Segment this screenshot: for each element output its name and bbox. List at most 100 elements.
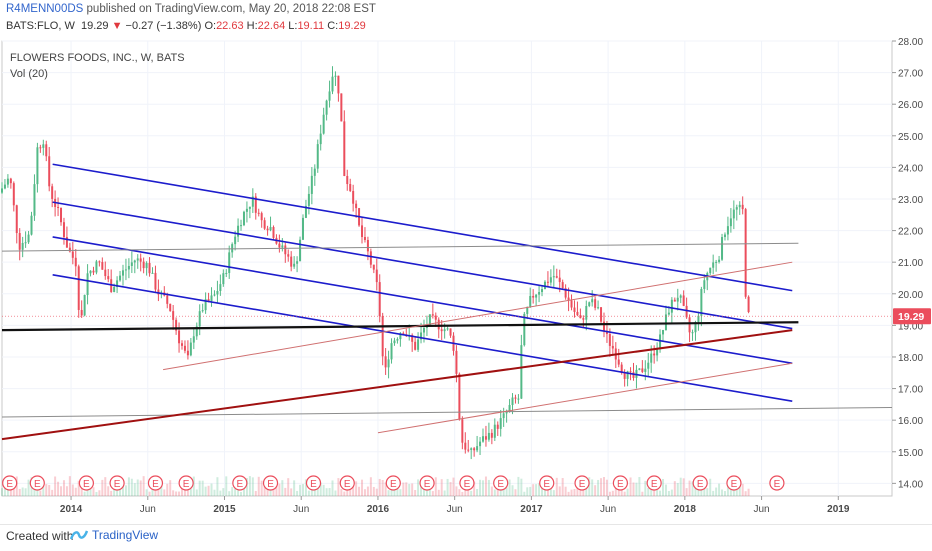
volume-bar (290, 488, 293, 496)
candle-body (237, 225, 240, 237)
earnings-marker[interactable] (726, 475, 742, 491)
candle-body (585, 305, 588, 320)
candle-body (57, 206, 60, 208)
earnings-marker[interactable] (493, 475, 509, 491)
volume-bar (71, 484, 74, 496)
x-tick-label: 2017 (520, 504, 543, 515)
volume-bar (39, 490, 42, 496)
earnings-marker[interactable] (646, 475, 662, 491)
earnings-marker[interactable] (419, 475, 435, 491)
volume-bar (325, 488, 328, 496)
candle-body (541, 289, 544, 293)
candle-body (142, 261, 145, 269)
earnings-marker[interactable] (109, 475, 125, 491)
candle-body (181, 343, 184, 346)
earnings-marker[interactable] (574, 475, 590, 491)
candle-body (331, 76, 334, 92)
x-tick-label: 2014 (60, 504, 83, 515)
volume-bar (334, 490, 337, 496)
earnings-marker[interactable] (178, 475, 194, 491)
volume-bar (396, 484, 399, 496)
candle-body (45, 144, 48, 157)
earnings-marker[interactable] (305, 475, 322, 491)
volume-bar (293, 480, 296, 496)
candle-body (579, 315, 582, 319)
candle-body (15, 205, 18, 234)
candle-body (169, 303, 172, 312)
volume-bar (561, 478, 564, 496)
candle-body (299, 239, 302, 262)
volume-bar (567, 491, 570, 496)
volume-bar (231, 487, 234, 496)
volume-bar (86, 489, 89, 496)
earnings-marker[interactable] (769, 475, 785, 491)
candle-body (222, 273, 225, 285)
earnings-marker[interactable] (78, 475, 94, 491)
y-tick-label: 17.00 (898, 385, 923, 396)
earnings-marker[interactable] (29, 475, 45, 491)
candle-body (659, 334, 662, 349)
candle-body (154, 272, 157, 290)
volume-bar (225, 476, 228, 496)
volume-bar (331, 480, 334, 496)
volume-bar (712, 490, 715, 496)
candle-body (316, 144, 319, 169)
earnings-marker[interactable] (147, 475, 164, 491)
candle-body (538, 292, 541, 295)
candle-body (104, 269, 107, 277)
author-link[interactable]: R4MENN00DS (6, 3, 84, 15)
volume-bar (476, 489, 479, 496)
earnings-marker-label: E (183, 479, 190, 490)
earnings-marker[interactable] (262, 475, 279, 491)
volume-bar (446, 478, 449, 496)
earnings-marker[interactable] (459, 475, 475, 491)
y-tick-label: 28.00 (898, 37, 923, 48)
candle-body (219, 284, 222, 291)
earnings-marker[interactable] (339, 475, 355, 491)
x-tick-label: 2019 (827, 504, 850, 515)
candle-body (694, 321, 697, 333)
volume-bar (57, 481, 60, 496)
volume-bar (304, 479, 307, 496)
earnings-marker[interactable] (385, 475, 401, 491)
volume-bar (387, 490, 390, 496)
candle-body (192, 336, 195, 343)
volume-bar (502, 485, 505, 496)
candle-body (284, 245, 287, 255)
candle-body (514, 397, 517, 399)
earnings-marker[interactable] (2, 475, 18, 491)
volume-bar (181, 488, 184, 496)
volume-bar (319, 482, 322, 496)
volume-bar (679, 477, 682, 496)
candle-body (726, 226, 729, 235)
earnings-marker[interactable] (232, 475, 248, 491)
volume-bar (151, 485, 154, 496)
earnings-marker[interactable] (539, 475, 555, 491)
earnings-marker[interactable] (612, 475, 628, 491)
volume-bar (65, 486, 68, 496)
volume-bar (662, 478, 665, 496)
candle-body (1, 188, 3, 193)
volume-bar (372, 486, 375, 496)
candle-body (673, 299, 676, 302)
trendline-blue-2 (52, 201, 793, 330)
trendline-black-support (1, 321, 799, 332)
x-tick-label: Jun (754, 504, 770, 515)
volume-bar (18, 488, 21, 496)
chart-area[interactable]: E E E E E E E E E E E E E E E E E E E E E 14.00 15.00 16.00 17.… (0, 37, 932, 524)
earnings-marker[interactable] (692, 475, 708, 491)
candle-body (588, 302, 591, 306)
tradingview-link[interactable]: TradingView (70, 528, 158, 542)
price-chart[interactable]: E E E E E E E E E E E E E E E E E E E E E 14.00 15.00 16.00 17.… (0, 37, 932, 524)
open-value: 22.63 (216, 20, 244, 32)
candle-body (638, 368, 641, 370)
volume-bar (169, 480, 172, 496)
volume-bar (520, 478, 523, 496)
candle-body (535, 294, 538, 298)
open-label: O: (204, 20, 217, 32)
candle-body (195, 326, 198, 337)
x-tick-label: Jun (293, 504, 309, 515)
candle-body (92, 270, 95, 273)
earnings-marker-label: E (152, 479, 159, 490)
volume-bar (526, 487, 529, 496)
